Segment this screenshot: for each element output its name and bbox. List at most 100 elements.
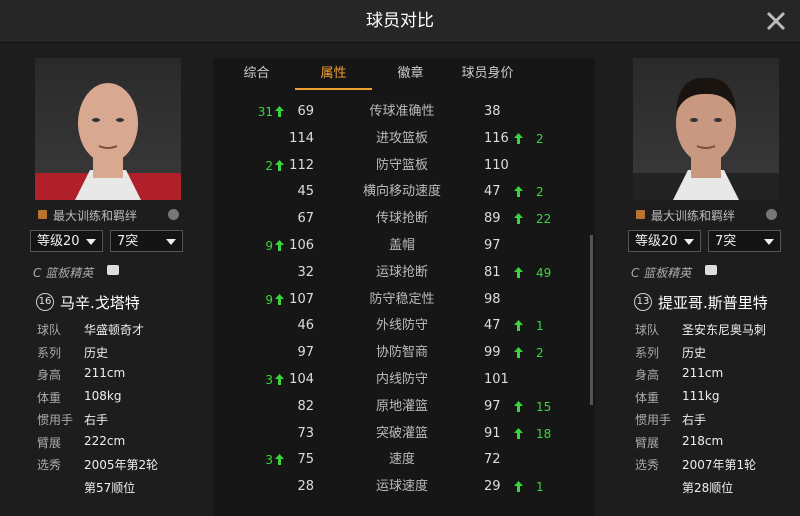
- right-value: 110: [484, 157, 509, 173]
- level-dropdown[interactable]: 等级20: [628, 230, 701, 252]
- help-icon[interactable]: [168, 209, 179, 220]
- right-value: 91: [484, 425, 501, 441]
- breakthrough-dropdown[interactable]: 7突: [708, 230, 781, 252]
- stat-name: 原地灌篮: [375, 398, 428, 414]
- checkbox[interactable]: [38, 210, 47, 219]
- right-diff: 2: [536, 346, 544, 361]
- left-diff: 3: [265, 453, 273, 468]
- stat-name: 防守稳定性: [369, 291, 435, 307]
- right-value: 47: [484, 318, 501, 334]
- breakthrough-dropdown[interactable]: 7突: [110, 230, 183, 252]
- right-value: 89: [484, 211, 501, 227]
- info-value: 历史: [84, 345, 109, 360]
- stat-name: 外线防守: [375, 318, 428, 334]
- title: 球员对比: [366, 11, 434, 31]
- stats-panel: [213, 58, 595, 516]
- player-name: 提亚哥.斯普里特: [658, 294, 768, 312]
- portrait: [633, 58, 779, 200]
- jersey-number: 16: [36, 293, 54, 311]
- info-label: 臂展: [37, 435, 62, 450]
- left-diff: 9: [265, 292, 273, 307]
- right-value: 29: [484, 479, 501, 495]
- stat-name: 盖帽: [388, 238, 415, 253]
- left-value: 73: [297, 425, 314, 441]
- close-button[interactable]: [765, 10, 787, 32]
- up-arrow: [275, 159, 284, 171]
- info-label: 惯用手: [37, 413, 74, 427]
- stat-name: 运球速度: [375, 479, 428, 495]
- tab[interactable]: 属性: [295, 58, 372, 90]
- info-label: 体重: [635, 390, 660, 405]
- stat-name: 横向移动速度: [362, 184, 441, 200]
- info-value: 圣安东尼奥马刺: [682, 323, 767, 337]
- level-dropdown[interactable]: 等级20: [30, 230, 103, 252]
- info-value: 右手: [682, 413, 707, 427]
- info-label: 选秀: [37, 458, 62, 472]
- info-value: 华盛顿奇才: [84, 323, 145, 337]
- info-value: 218cm: [682, 433, 724, 448]
- checkbox[interactable]: [636, 210, 645, 219]
- info-label: 身高: [635, 368, 660, 382]
- info-value: 右手: [84, 413, 109, 427]
- left-value: 28: [297, 479, 314, 495]
- up-arrow: [514, 481, 523, 493]
- right-value: 81: [484, 264, 501, 280]
- info-label: 体重: [37, 390, 62, 405]
- up-arrow: [514, 186, 523, 198]
- right-diff: 15: [536, 399, 552, 414]
- left-diff: 31: [257, 105, 273, 119]
- info-value: 第28顺位: [682, 480, 734, 495]
- role: C 篮板精英: [33, 266, 94, 280]
- up-arrow: [275, 454, 284, 466]
- stat-name: 传球抢断: [375, 211, 428, 227]
- scrollbar[interactable]: [590, 235, 593, 405]
- portrait: [35, 58, 181, 200]
- left-value: 107: [289, 291, 314, 307]
- right-value: 38: [484, 104, 501, 119]
- tab[interactable]: 徽章: [397, 66, 424, 81]
- up-arrow: [275, 293, 284, 305]
- stat-name: 速度: [388, 452, 415, 468]
- jersey-number: 13: [634, 293, 652, 311]
- left-value: 104: [289, 372, 314, 387]
- right-diff: 1: [536, 480, 544, 495]
- up-arrow: [275, 106, 284, 117]
- option-label: 最大训练和羁绊: [53, 209, 138, 223]
- left-value: 97: [297, 345, 314, 361]
- info-label: 球队: [635, 323, 660, 337]
- left-value: 75: [297, 452, 314, 468]
- right-value: 72: [484, 452, 501, 468]
- right-value: 98: [484, 291, 501, 307]
- up-arrow: [514, 427, 523, 439]
- left-diff: 9: [265, 239, 273, 253]
- tab[interactable]: 综合: [243, 66, 270, 81]
- right-diff: 49: [536, 265, 552, 280]
- left-value: 82: [297, 398, 314, 414]
- info-value: 211cm: [84, 366, 126, 380]
- right-diff: 2: [536, 185, 544, 200]
- left-value: 45: [297, 184, 314, 200]
- left-value: 69: [297, 104, 314, 119]
- left-value: 32: [297, 264, 314, 280]
- right-diff: 18: [536, 426, 552, 441]
- up-arrow: [275, 240, 284, 251]
- portrait-image: [633, 77, 779, 200]
- info-label: 惯用手: [635, 413, 672, 427]
- info-value: 111kg: [682, 388, 720, 403]
- tab[interactable]: 球员身价: [461, 66, 514, 81]
- info-label: 臂展: [635, 435, 660, 450]
- right-diff: 22: [536, 212, 552, 227]
- info-value: 2007年第1轮: [682, 458, 757, 472]
- up-arrow: [514, 320, 523, 332]
- help-icon[interactable]: [766, 209, 777, 220]
- portrait-image: [35, 83, 181, 200]
- info-label: 系列: [37, 345, 62, 360]
- player-name: 马辛.戈塔特: [60, 294, 140, 312]
- up-arrow: [514, 213, 523, 225]
- info-label: 球队: [37, 323, 62, 337]
- role-icon: [107, 265, 119, 275]
- right-value: 97: [484, 238, 501, 253]
- info-label: 身高: [37, 368, 62, 382]
- up-arrow: [514, 266, 523, 278]
- stat-name: 内线防守: [375, 372, 428, 387]
